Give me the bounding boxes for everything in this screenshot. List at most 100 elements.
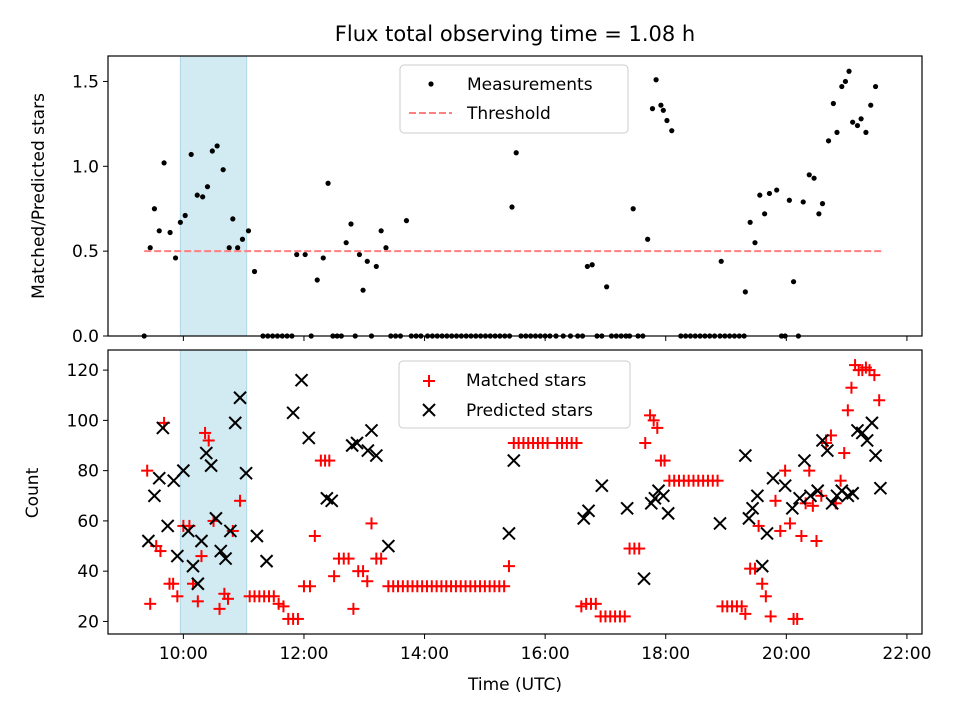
measurement-point <box>863 129 869 135</box>
predicted-star-point <box>286 406 300 420</box>
measurement-point <box>766 190 773 197</box>
matched-star-point <box>144 597 157 610</box>
predicted-star-point <box>785 501 800 516</box>
x-stroke-b <box>637 572 651 586</box>
y-tick-label: 0.0 <box>72 327 99 347</box>
measurement-point <box>649 106 656 112</box>
legend-measurements-marker <box>428 81 434 87</box>
x-stroke-b <box>820 443 835 458</box>
x-stroke-b <box>294 373 309 387</box>
measurement-point <box>403 218 410 224</box>
x-stroke-b <box>850 423 865 438</box>
measurement-point <box>156 228 162 234</box>
x-stroke-b <box>191 577 205 591</box>
measurement-point <box>872 83 879 90</box>
figure-title: Flux total observing time = 1.08 h <box>335 22 695 46</box>
measurement-point <box>757 192 763 198</box>
x-stroke-b <box>320 491 334 505</box>
y-tick-label: 0.5 <box>72 242 99 262</box>
measurement-point <box>834 129 840 135</box>
x-stroke-b <box>181 524 195 538</box>
measurement-point <box>842 78 849 85</box>
predicted-star-point <box>581 504 596 518</box>
legend-matched-label: Matched stars <box>466 371 586 391</box>
matched-star-point <box>498 580 511 593</box>
x-stroke-b <box>507 453 521 468</box>
predicted-star-point <box>194 534 209 548</box>
predicted-star-point <box>369 448 384 463</box>
x-stroke-b <box>286 406 300 420</box>
measurement-point <box>209 148 215 154</box>
x-stroke-b <box>595 479 609 493</box>
measurement-point <box>294 251 300 258</box>
bottom-y-axis-label: Count <box>23 467 43 518</box>
predicted-star-point <box>170 549 185 563</box>
measurement-point <box>660 107 666 113</box>
predicted-star-point <box>803 489 818 503</box>
matched-star-point <box>711 474 724 487</box>
predicted-star-point <box>147 489 162 503</box>
measurement-point <box>825 138 832 144</box>
predicted-star-point <box>637 572 651 586</box>
predicted-star-point <box>324 494 339 508</box>
predicted-star-point <box>199 446 213 460</box>
matched-star-point <box>167 577 180 590</box>
legend-predicted-marker <box>422 403 436 417</box>
observing-time-span-bottom <box>179 349 248 635</box>
measurement-point <box>858 116 864 122</box>
matched-star-point <box>752 519 765 532</box>
matched-star-point <box>357 565 370 578</box>
measurement-point <box>850 119 856 125</box>
matched-star-point <box>834 474 847 487</box>
x-stroke-b <box>239 466 253 480</box>
matched-star-point <box>735 600 748 613</box>
x-stroke-b <box>152 471 166 485</box>
measurement-point <box>325 180 331 186</box>
x-tick-label: 14:00 <box>400 644 449 664</box>
x-stroke-b <box>381 539 396 553</box>
predicted-star-point <box>810 484 825 498</box>
matched-star-point <box>323 454 336 467</box>
x-stroke-b <box>792 491 807 505</box>
predicted-star-point <box>141 534 156 548</box>
x-stroke-b <box>199 446 213 460</box>
measurement-point <box>752 240 758 246</box>
measurement-point <box>343 240 349 246</box>
bottom-plot-frame <box>107 349 923 635</box>
predicted-star-point <box>595 479 609 493</box>
matched-star-point <box>502 560 515 573</box>
measurement-point <box>747 219 753 225</box>
predicted-star-point <box>661 506 675 521</box>
predicted-star-point <box>502 526 516 541</box>
measurement-point <box>226 245 232 251</box>
x-stroke-b <box>194 534 209 548</box>
matched-star-point <box>267 590 280 603</box>
measurement-point <box>364 258 370 264</box>
predicted-star-point <box>797 453 812 468</box>
measurement-point <box>816 211 822 217</box>
measurement-point <box>245 228 252 234</box>
x-stroke-b <box>186 559 200 573</box>
matched-star-point <box>199 426 212 439</box>
x-tick-label: 18:00 <box>641 644 690 664</box>
matched-star-point <box>838 447 851 460</box>
predicted-star-point <box>760 526 774 541</box>
matched-star-point <box>154 545 167 558</box>
matched-star-point <box>779 464 792 477</box>
x-stroke-b <box>825 496 839 511</box>
bottom-axis-ticks: 10:00 12:00 14:00 16:00 18:00 20:00 22:00 20 40 6… <box>67 361 932 664</box>
x-stroke-b <box>868 448 883 463</box>
x-stroke-b <box>620 501 634 516</box>
matched-star-point <box>845 381 858 394</box>
matched-star-point <box>291 612 304 625</box>
matched-star-point <box>347 602 360 615</box>
measurement-point <box>360 287 366 293</box>
predicted-star-point <box>656 489 671 503</box>
predicted-star-point <box>750 489 765 503</box>
x-stroke-b <box>141 534 156 548</box>
measurement-point <box>762 211 768 217</box>
predicted-star-point <box>860 433 874 448</box>
measurement-point <box>151 206 158 212</box>
matched-star-point <box>361 575 374 588</box>
x-stroke-b <box>160 519 175 533</box>
